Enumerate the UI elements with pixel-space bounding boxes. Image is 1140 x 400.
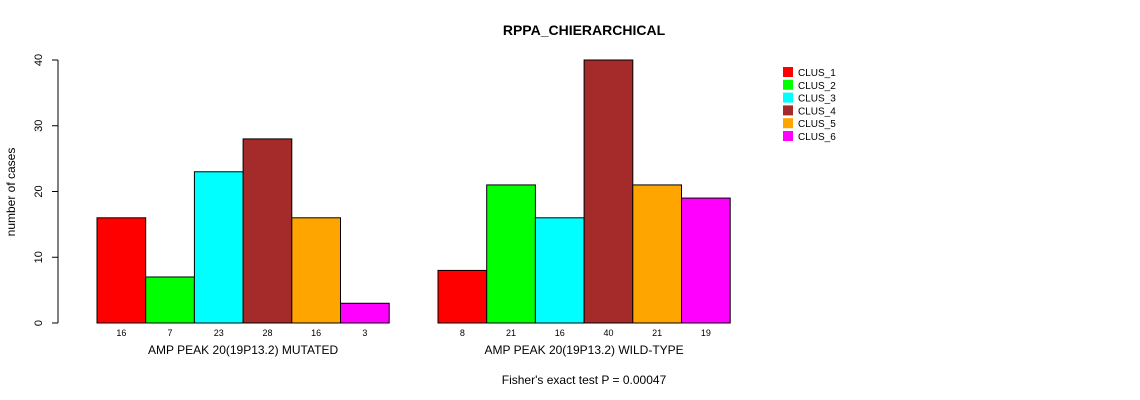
bar-value-label: 21 [506, 328, 516, 338]
bar-value-label: 19 [701, 328, 711, 338]
legend-label: CLUS_1 [798, 68, 836, 79]
bar-clus-3-group-1 [193, 171, 244, 324]
y-tick-label: 30 [33, 120, 45, 132]
legend-swatch-clus-6 [783, 131, 793, 141]
bar-value-label: 16 [116, 328, 126, 338]
bar-value-label: 16 [311, 328, 321, 338]
legend-label: CLUS_5 [798, 119, 836, 130]
group-label-1: AMP PEAK 20(19P13.2) MUTATED [148, 343, 338, 357]
bar-value-label: 7 [168, 328, 173, 338]
legend-label: CLUS_3 [798, 94, 836, 105]
bar-clus-4-group-1 [242, 138, 293, 324]
legend-swatch-clus-2 [783, 79, 793, 90]
bar-clus-6-group-1 [340, 302, 390, 324]
legend-label: CLUS_4 [798, 106, 836, 117]
legend-label: CLUS_2 [798, 81, 836, 92]
bar-clus-4-group-2 [583, 59, 634, 324]
bar-clus-2-group-1 [145, 276, 195, 324]
y-tick-label: 40 [33, 54, 45, 66]
y-axis-label: number of cases [4, 148, 18, 237]
bar-value-label: 3 [362, 328, 367, 338]
bar-value-label: 16 [555, 328, 565, 338]
bar-clus-5-group-2 [632, 184, 682, 324]
group-label-2: AMP PEAK 20(19P13.2) WILD-TYPE [484, 343, 683, 357]
bar-clus-1-group-1 [96, 217, 147, 324]
fisher-test-footnote: Fisher's exact test P = 0.00047 [502, 373, 667, 387]
legend-swatch-clus-1 [783, 67, 793, 77]
bar-clus-6-group-2 [681, 197, 731, 324]
y-tick-label: 0 [33, 320, 45, 326]
y-axis: 0 10 20 30 40 [33, 54, 59, 326]
legend-swatch-clus-5 [783, 118, 793, 129]
legend-swatch-clus-4 [783, 105, 793, 116]
y-tick-label: 10 [33, 251, 45, 263]
chart-title: RPPA_CHIERARCHICAL [503, 22, 666, 38]
bar-clus-2-group-2 [486, 184, 536, 324]
y-tick-label: 20 [33, 185, 45, 197]
bar-value-label: 28 [262, 328, 272, 338]
bar-value-label: 40 [603, 328, 613, 338]
bar-value-label: 8 [460, 328, 465, 338]
bar-clus-1-group-2 [437, 269, 488, 324]
bar-value-label: 23 [214, 328, 224, 338]
legend-swatch-clus-3 [783, 92, 793, 103]
bar-value-labels: 16 7 23 28 16 3 8 21 16 40 21 19 [116, 328, 711, 338]
bar-clus-5-group-1 [291, 217, 341, 324]
bars [96, 59, 731, 324]
bar-clus-3-group-2 [534, 217, 585, 324]
legend-label: CLUS_6 [798, 132, 836, 143]
group-labels: AMP PEAK 20(19P13.2) MUTATED AMP PEAK 20(… [148, 343, 684, 357]
bar-value-label: 21 [652, 328, 662, 338]
